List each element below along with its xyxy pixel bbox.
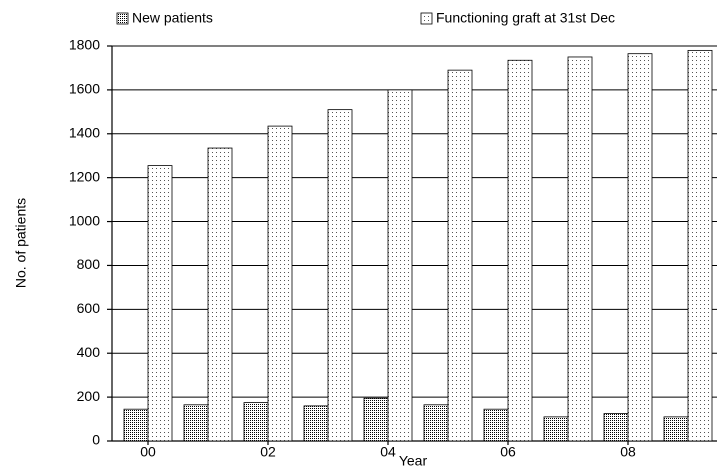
bar	[423, 404, 449, 442]
bar	[387, 89, 413, 442]
x-tick-label: 00	[140, 444, 156, 460]
y-tick-label: 800	[77, 256, 101, 272]
x-axis-label: Year	[399, 453, 428, 469]
x-tick-label: 04	[380, 444, 396, 460]
bar	[507, 59, 533, 442]
bar	[447, 69, 473, 442]
bar	[327, 109, 353, 442]
y-tick-label: 600	[77, 300, 101, 316]
bar	[207, 147, 233, 442]
bar	[567, 56, 593, 442]
bar	[603, 413, 629, 442]
y-tick-label: 1400	[69, 124, 100, 140]
y-tick-label: 200	[77, 388, 101, 404]
y-tick-label: 400	[77, 344, 101, 360]
x-tick-label: 08	[620, 444, 636, 460]
bar	[303, 405, 329, 442]
bar	[267, 125, 293, 442]
legend-label: New patients	[132, 10, 213, 26]
bar	[243, 402, 269, 442]
y-axis-label: No. of patients	[13, 198, 29, 288]
bar	[147, 165, 173, 442]
bar	[543, 416, 569, 442]
legend-swatch	[420, 12, 433, 25]
y-tick-label: 1800	[69, 37, 100, 53]
y-tick-label: 0	[92, 432, 100, 448]
x-tick-label: 02	[260, 444, 276, 460]
legend-label: Functioning graft at 31st Dec	[436, 10, 615, 26]
bar	[183, 404, 209, 442]
y-tick-label: 1200	[69, 168, 100, 184]
y-tick-label: 1000	[69, 212, 100, 228]
x-tick-label: 06	[500, 444, 516, 460]
y-tick-label: 1600	[69, 81, 100, 97]
bar	[687, 49, 713, 442]
bar	[663, 416, 689, 442]
bar	[123, 408, 149, 442]
bar	[363, 397, 389, 442]
bar	[483, 408, 509, 442]
bar	[627, 53, 653, 442]
legend-swatch	[116, 12, 129, 25]
